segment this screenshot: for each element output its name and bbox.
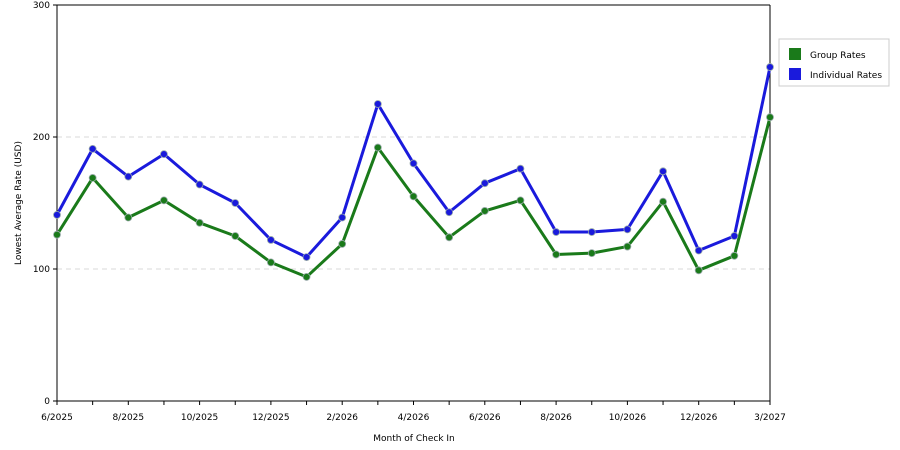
data-point-individual-rates [659, 167, 667, 176]
data-point-individual-rates [766, 63, 774, 71]
data-point-group-rates [766, 113, 774, 122]
data-point-group-rates [266, 258, 275, 267]
series-lines [53, 63, 774, 281]
data-point-group-rates [623, 242, 632, 251]
data-point-group-rates [480, 207, 489, 215]
legend: Group Rates Individual Rates [778, 38, 890, 87]
data-point-individual-rates [266, 236, 275, 244]
data-point-group-rates [231, 232, 240, 240]
data-point-group-rates [124, 213, 133, 222]
data-point-group-rates [53, 230, 61, 239]
x-tick-label: 8/2026 [540, 413, 572, 423]
data-point-individual-rates [730, 232, 739, 240]
data-point-group-rates [694, 266, 703, 275]
data-point-individual-rates [88, 144, 97, 153]
data-point-individual-rates [53, 210, 61, 219]
x-axis-title: Month of Check In [373, 434, 455, 444]
data-point-individual-rates [231, 199, 240, 207]
data-point-group-rates [445, 233, 454, 242]
y-tick-label: 200 [33, 133, 50, 143]
data-point-group-rates [160, 196, 168, 205]
legend-swatch-individual [789, 68, 801, 80]
data-point-group-rates [587, 249, 596, 258]
x-tick-label: 10/2026 [609, 413, 647, 423]
data-point-individual-rates [302, 253, 311, 262]
data-point-individual-rates [445, 208, 454, 217]
axes: 0 100 200 300 6/2025 8/2025 10/2025 12/2025 2/20… [33, 1, 786, 423]
data-point-individual-rates [694, 246, 703, 255]
x-tick-label: 6/2026 [469, 413, 501, 423]
data-point-individual-rates [587, 228, 596, 236]
grid-lines [57, 136, 770, 270]
data-point-individual-rates [623, 225, 632, 234]
data-point-group-rates [302, 273, 311, 281]
data-point-individual-rates [373, 100, 382, 108]
data-point-group-rates [730, 251, 739, 260]
data-point-individual-rates [516, 164, 525, 173]
data-point-individual-rates [124, 172, 133, 181]
data-point-group-rates [195, 218, 204, 227]
data-point-group-rates [373, 143, 382, 152]
y-axis-title: Lowest Average Rate (USD) [14, 141, 24, 265]
data-point-group-rates [516, 196, 525, 205]
data-point-individual-rates [552, 228, 560, 236]
data-point-individual-rates [160, 150, 168, 159]
data-point-individual-rates [409, 159, 418, 168]
y-tick-label: 100 [33, 265, 50, 275]
data-point-group-rates [659, 197, 667, 206]
x-tick-label: 2/2026 [326, 413, 358, 423]
y-tick-label: 300 [33, 1, 50, 11]
x-tick-label: 4/2026 [398, 413, 430, 423]
y-tick-label: 0 [44, 397, 50, 407]
legend-label-group: Group Rates [810, 51, 866, 61]
x-tick-label: 6/2025 [41, 413, 73, 423]
x-tick-label: 3/2027 [754, 413, 786, 423]
data-point-individual-rates [195, 180, 204, 189]
x-tick-label: 8/2025 [112, 413, 144, 423]
data-point-individual-rates [338, 213, 347, 222]
legend-swatch-group [789, 48, 801, 60]
x-tick-label: 10/2025 [181, 413, 218, 423]
legend-label-individual: Individual Rates [810, 71, 882, 81]
data-point-group-rates [409, 192, 418, 201]
x-tick-label: 12/2025 [252, 413, 289, 423]
data-point-individual-rates [480, 179, 489, 188]
x-tick-label: 12/2026 [680, 413, 718, 423]
data-point-group-rates [88, 174, 97, 182]
data-point-group-rates [552, 250, 560, 259]
data-point-group-rates [338, 240, 347, 248]
